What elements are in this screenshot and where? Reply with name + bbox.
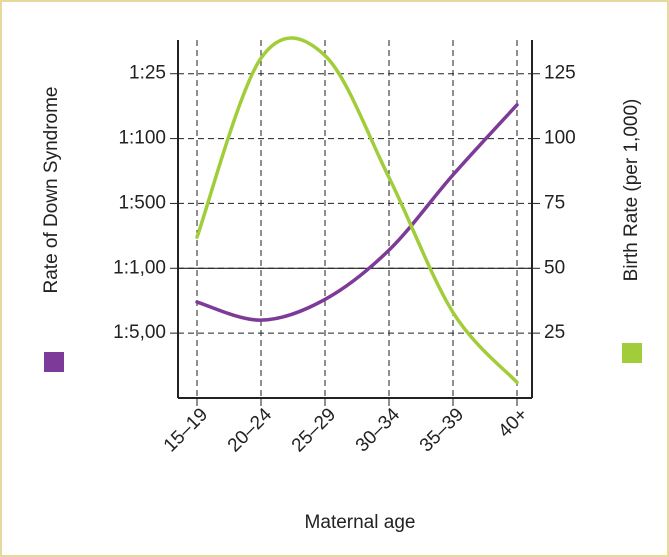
y2-tick-label: 50 [544, 257, 565, 278]
y2-tick-label: 100 [544, 128, 576, 149]
legend-swatch [44, 352, 64, 372]
y-tick-label: 1:500 [118, 192, 166, 213]
y-axis-label: Rate of Down Syndrome [41, 87, 62, 294]
y2-axis-label: Birth Rate (per 1,000) [621, 99, 642, 282]
legend-swatch [622, 343, 642, 363]
series-line [195, 36, 519, 385]
y2-tick-label: 25 [544, 322, 565, 343]
x-axis-label: Maternal age [305, 512, 416, 533]
y2-tick-label: 75 [544, 192, 565, 213]
y2-tick-label: 125 [544, 63, 576, 84]
series-line [195, 103, 519, 322]
y-tick-label: 1:5,00 [113, 322, 166, 343]
y-tick-label: 1:25 [129, 63, 166, 84]
y-tick-label: 1:100 [118, 128, 166, 149]
y-tick-label: 1:1,00 [113, 257, 166, 278]
